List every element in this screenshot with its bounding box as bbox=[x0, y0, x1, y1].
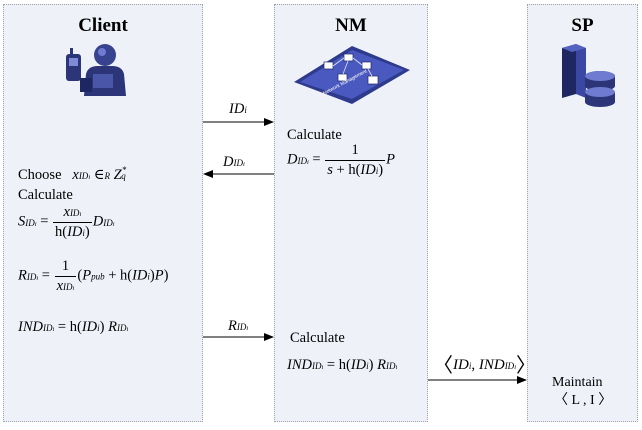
message-label-id: IDi bbox=[229, 102, 247, 117]
message-label-r: RIDi bbox=[228, 319, 248, 334]
sp-maintain-label: Maintain bbox=[552, 376, 603, 390]
nm-calculate-label-2: Calculate bbox=[290, 331, 345, 346]
sp-maintain-value: 〈 L , I 〉 bbox=[554, 394, 612, 408]
client-choose-row: Choose xIDi ∈R Z*q bbox=[18, 166, 126, 183]
client-formula-ind: INDIDi = h(IDi) RIDi bbox=[18, 320, 128, 335]
client-formula-r: RIDi = 1 xIDi (Ppub + h(IDi)P) bbox=[18, 258, 168, 294]
nm-formula-ind: INDIDi = h(IDi) RIDi bbox=[287, 358, 397, 373]
message-label-id-ind: 〈IDi, INDIDi〉 bbox=[433, 356, 536, 376]
client-choose-label: Choose bbox=[18, 167, 62, 183]
client-formula-s: SIDi = xIDi h(IDi) DIDi bbox=[18, 204, 115, 240]
message-label-d: DIDi bbox=[223, 155, 245, 170]
nm-calculate-label-1: Calculate bbox=[287, 128, 342, 143]
client-calculate-label: Calculate bbox=[18, 188, 73, 203]
